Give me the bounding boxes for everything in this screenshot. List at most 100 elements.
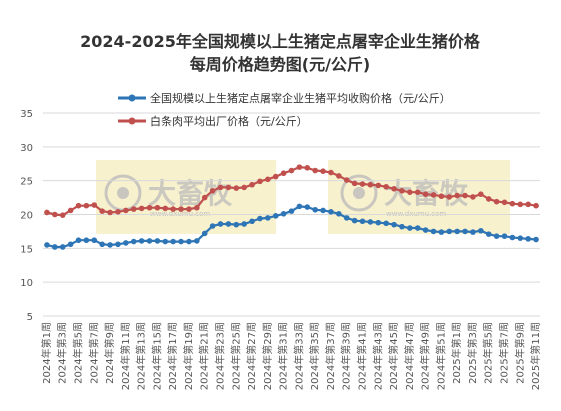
x-tick-label: 2024年第17周 [166, 322, 179, 390]
data-point [485, 196, 492, 202]
data-point [462, 192, 468, 199]
data-point [59, 212, 66, 218]
data-point [359, 218, 366, 225]
data-point [44, 209, 50, 216]
x-tick-label: 2024年第23周 [214, 322, 227, 390]
data-point [52, 211, 58, 218]
data-point [170, 238, 176, 245]
legend-marker-purchase-price [128, 94, 136, 102]
data-point [296, 164, 303, 170]
data-point [265, 176, 271, 183]
data-point [493, 198, 500, 205]
data-point [257, 178, 263, 185]
series-1 [44, 164, 539, 218]
data-point [304, 204, 311, 210]
data-point [91, 202, 98, 208]
data-point [67, 207, 74, 214]
data-point [146, 238, 153, 244]
x-tick-label: 2024年第29周 [261, 322, 274, 390]
legend-marker-wholesale-price [128, 117, 136, 125]
data-point [280, 170, 287, 177]
data-point [509, 234, 516, 241]
x-tick-label: 2024年第11周 [119, 322, 132, 390]
x-tick-label: 2024年第43周 [371, 322, 384, 390]
legend-item-purchase-price: 全国规模以上生猪定点屠宰企业生猪平均收购价格（元/公斤） [118, 91, 451, 105]
data-point [462, 228, 468, 235]
data-point [312, 206, 318, 213]
data-point [225, 221, 232, 227]
legend-label-purchase-price: 全国规模以上生猪定点屠宰企业生猪平均收购价格（元/公斤） [150, 91, 451, 105]
data-point [194, 238, 200, 244]
data-point [154, 238, 161, 244]
data-point [438, 193, 445, 200]
x-tick-label: 2024年第49周 [419, 322, 432, 390]
data-point [99, 208, 105, 214]
x-tick-label: 2025年第3周 [466, 322, 479, 384]
data-point [407, 225, 413, 231]
data-point [391, 221, 397, 228]
data-point [178, 238, 184, 245]
watermark-layer: 大畜牧 www.dxumu.com 大畜牧 www.dxumu.com [96, 160, 510, 234]
x-tick-label: 2024年第45周 [387, 322, 400, 390]
data-point [414, 189, 421, 195]
gridlines [43, 112, 540, 317]
data-point [249, 181, 255, 188]
data-point [107, 242, 113, 248]
x-tick-label: 2024年第39周 [340, 322, 353, 390]
x-tick-label: 2025年第11周 [529, 322, 542, 390]
data-point [257, 215, 263, 222]
data-point [343, 215, 350, 221]
data-point [201, 194, 208, 201]
x-tick-label: 2024年第5周 [72, 322, 85, 384]
legend-label-wholesale-price: 白条肉平均出厂价格（元/公斤） [150, 114, 308, 128]
data-point [422, 227, 429, 233]
data-point [446, 194, 453, 200]
series-0 [44, 203, 539, 250]
y-tick-label: 35 [20, 109, 33, 120]
data-point [414, 225, 421, 231]
data-point [217, 221, 224, 227]
data-point [233, 185, 240, 191]
data-point [446, 228, 453, 235]
data-point [383, 183, 389, 190]
data-point [485, 231, 492, 237]
data-point [533, 236, 539, 243]
data-point [130, 238, 137, 245]
x-tick-label: 2024年第13周 [135, 322, 148, 390]
data-point [44, 242, 50, 248]
data-point [470, 229, 476, 235]
legend-item-wholesale-price: 白条肉平均出厂价格（元/公斤） [118, 114, 308, 128]
data-point [225, 184, 232, 191]
data-point [138, 205, 145, 212]
data-point [59, 244, 66, 250]
x-tick-label: 2024年第41周 [356, 322, 369, 390]
x-tick-label: 2025年第1周 [450, 322, 463, 384]
data-point [241, 184, 247, 191]
chart-title-line2: 每周价格趋势图(元/公斤) [190, 55, 370, 74]
x-tick-label: 2024年第35周 [308, 322, 321, 390]
data-point [367, 181, 374, 188]
x-tick-label: 2024年第47周 [403, 322, 416, 390]
data-point [367, 219, 374, 225]
data-point [438, 229, 445, 235]
data-point [517, 201, 524, 208]
y-tick-label: 20 [20, 211, 33, 222]
data-point [115, 208, 121, 215]
data-point [91, 237, 98, 244]
data-point [288, 208, 295, 214]
x-tick-label: 2024年第1周 [40, 322, 53, 384]
data-point [162, 238, 169, 245]
x-tick-label: 2024年第51周 [434, 322, 447, 390]
data-point [186, 206, 192, 212]
data-point [501, 233, 508, 239]
data-point [478, 227, 484, 234]
x-tick-label: 2024年第21周 [198, 322, 211, 390]
data-point [170, 206, 176, 212]
data-point [178, 206, 184, 212]
data-point [399, 223, 405, 230]
data-point [296, 203, 303, 210]
x-axis: 2024年第1周 2024年第3周 2024年第5周 2024年第7周 2024年第9周… [40, 322, 542, 390]
y-axis: 5 10 15 20 25 30 35 [20, 109, 33, 323]
data-point [194, 204, 200, 211]
